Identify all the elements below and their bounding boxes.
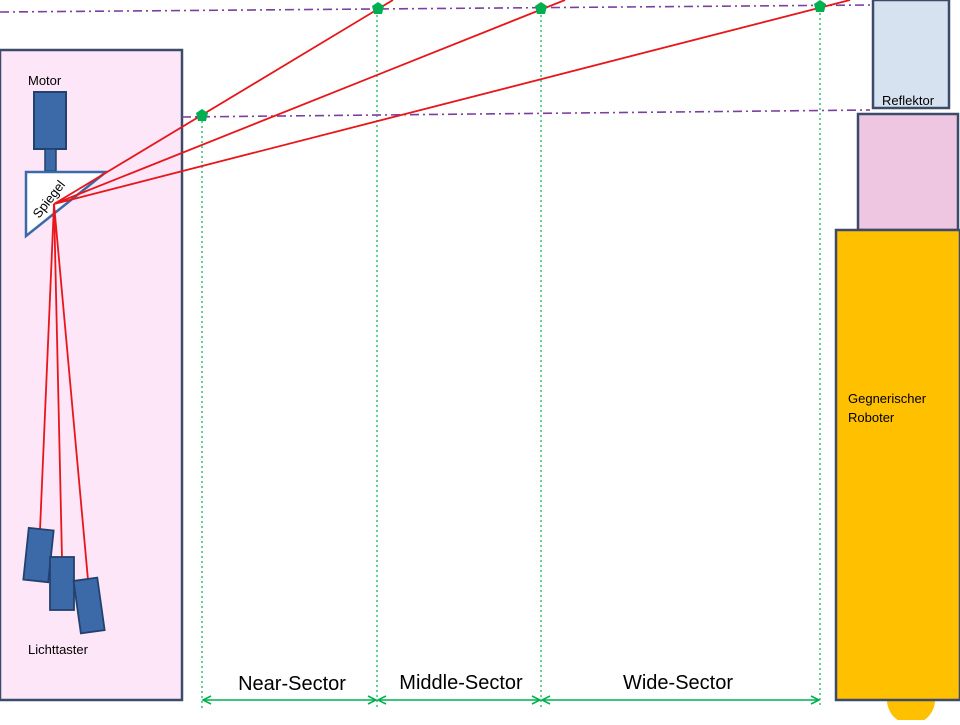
sector-guide-lines xyxy=(201,8,821,708)
light-sensor-2 xyxy=(49,556,75,611)
light-sensor-label: Lichttaster xyxy=(28,642,89,657)
opponent-label-line1: Gegnerischer xyxy=(848,391,927,406)
marker-wide xyxy=(535,2,547,14)
motor-shaft xyxy=(44,148,57,172)
reflector-label: Reflektor xyxy=(882,93,935,108)
beam-to-sensor-3 xyxy=(53,203,89,581)
laser-beams xyxy=(39,0,851,581)
intersection-markers xyxy=(196,0,826,121)
beam-to-sensor-1 xyxy=(39,203,55,531)
lower-reference-line xyxy=(181,109,871,118)
opponent-label-line2: Roboter xyxy=(848,410,895,425)
marker-middle xyxy=(372,2,384,14)
beam-to-sensor-2 xyxy=(53,203,63,559)
beam-wide xyxy=(53,0,851,205)
wide-sector-label: Wide-Sector xyxy=(623,672,733,694)
upper-reference-line xyxy=(0,4,871,13)
marker-far xyxy=(814,0,826,12)
beam-near xyxy=(53,0,394,205)
middle-sector-label: Middle-Sector xyxy=(399,672,523,694)
mirror-triangle xyxy=(24,170,110,239)
reflector-block xyxy=(871,0,951,110)
near-sector-label: Near-Sector xyxy=(238,673,346,695)
marker-near xyxy=(196,109,208,121)
pink-mount-block xyxy=(856,112,960,232)
opponent-robot-body xyxy=(834,228,960,702)
light-sensor-3 xyxy=(72,576,106,635)
motor-label: Motor xyxy=(28,73,62,88)
beam-middle xyxy=(53,0,566,205)
motor-box xyxy=(33,91,67,150)
